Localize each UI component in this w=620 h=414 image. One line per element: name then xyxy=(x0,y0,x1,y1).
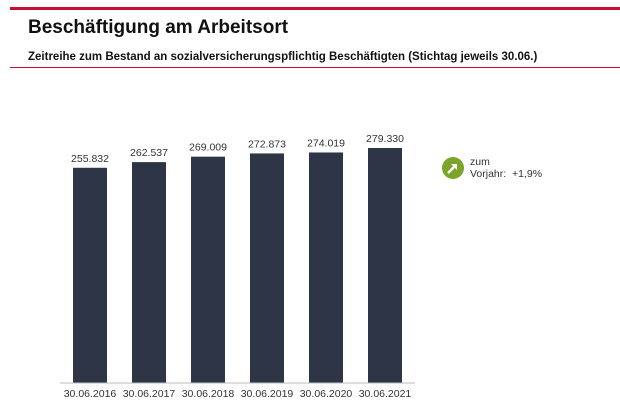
bar xyxy=(309,152,343,383)
x-tick-label: 30.06.2021 xyxy=(359,388,412,400)
chart-subtitle: Zeitreihe zum Bestand an sozialversicher… xyxy=(28,51,538,63)
data-label: 272.873 xyxy=(248,138,286,150)
data-label: 255.832 xyxy=(71,153,109,165)
divider xyxy=(10,67,620,68)
x-tick-label: 30.06.2017 xyxy=(123,388,176,400)
change-label-2: Vorjahr: xyxy=(470,168,507,180)
x-tick-label: 30.06.2020 xyxy=(300,388,353,400)
top-accent-line xyxy=(10,7,620,10)
data-label: 269.009 xyxy=(189,142,227,154)
arrow-up-right-icon xyxy=(442,157,464,179)
data-label: 279.330 xyxy=(366,133,404,145)
change-value: +1,9% xyxy=(512,168,543,180)
page-title: Beschäftigung am Arbeitsort xyxy=(28,17,289,38)
bar xyxy=(250,153,284,383)
change-badge: zum Vorjahr: +1,9% xyxy=(442,156,542,180)
data-label: 262.537 xyxy=(130,147,168,159)
bar xyxy=(73,167,107,383)
x-tick-label: 30.06.2016 xyxy=(64,388,117,400)
x-tick-label: 30.06.2018 xyxy=(182,388,235,400)
bar xyxy=(191,156,225,383)
change-label-1: zum xyxy=(470,156,490,168)
data-label: 274.019 xyxy=(307,137,345,149)
bar xyxy=(132,162,166,383)
bar xyxy=(368,148,402,383)
x-tick-label: 30.06.2019 xyxy=(241,388,294,400)
